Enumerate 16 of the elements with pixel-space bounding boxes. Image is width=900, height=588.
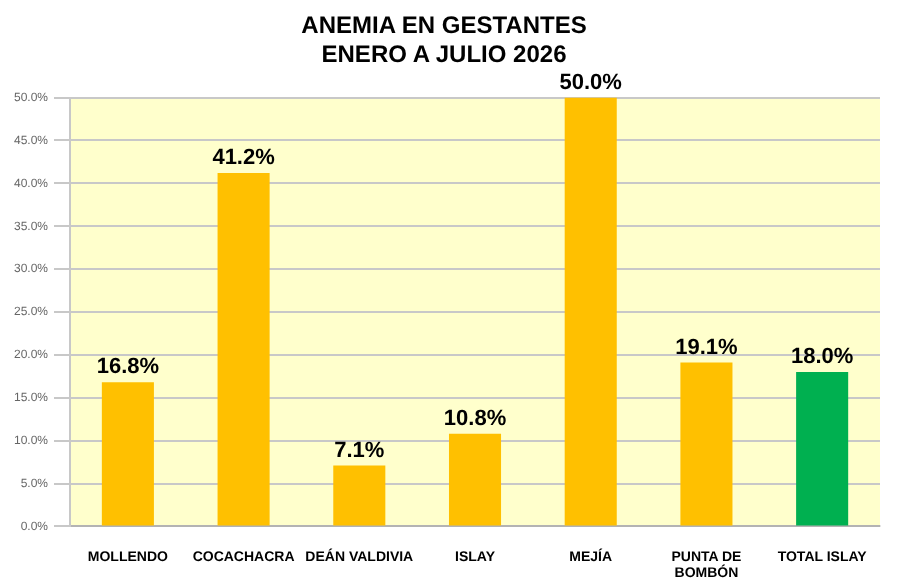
chart-subtitle: ENERO A JULIO 2026 [321,39,568,68]
bar [101,382,154,526]
bar [680,362,733,526]
chart-title: ANEMIA EN GESTANTES [301,11,587,40]
data-label: 7.1% [334,438,385,463]
data-label: 18.0% [790,345,854,370]
bar [217,173,270,526]
bar [333,465,386,526]
data-label: 16.8% [96,355,160,380]
bar [564,97,617,526]
bar [796,372,849,526]
data-label: 50.0% [559,70,623,95]
data-label: 19.1% [675,335,739,360]
data-label: 10.8% [443,406,507,431]
bar [448,433,502,526]
data-label: 41.2% [212,146,276,171]
